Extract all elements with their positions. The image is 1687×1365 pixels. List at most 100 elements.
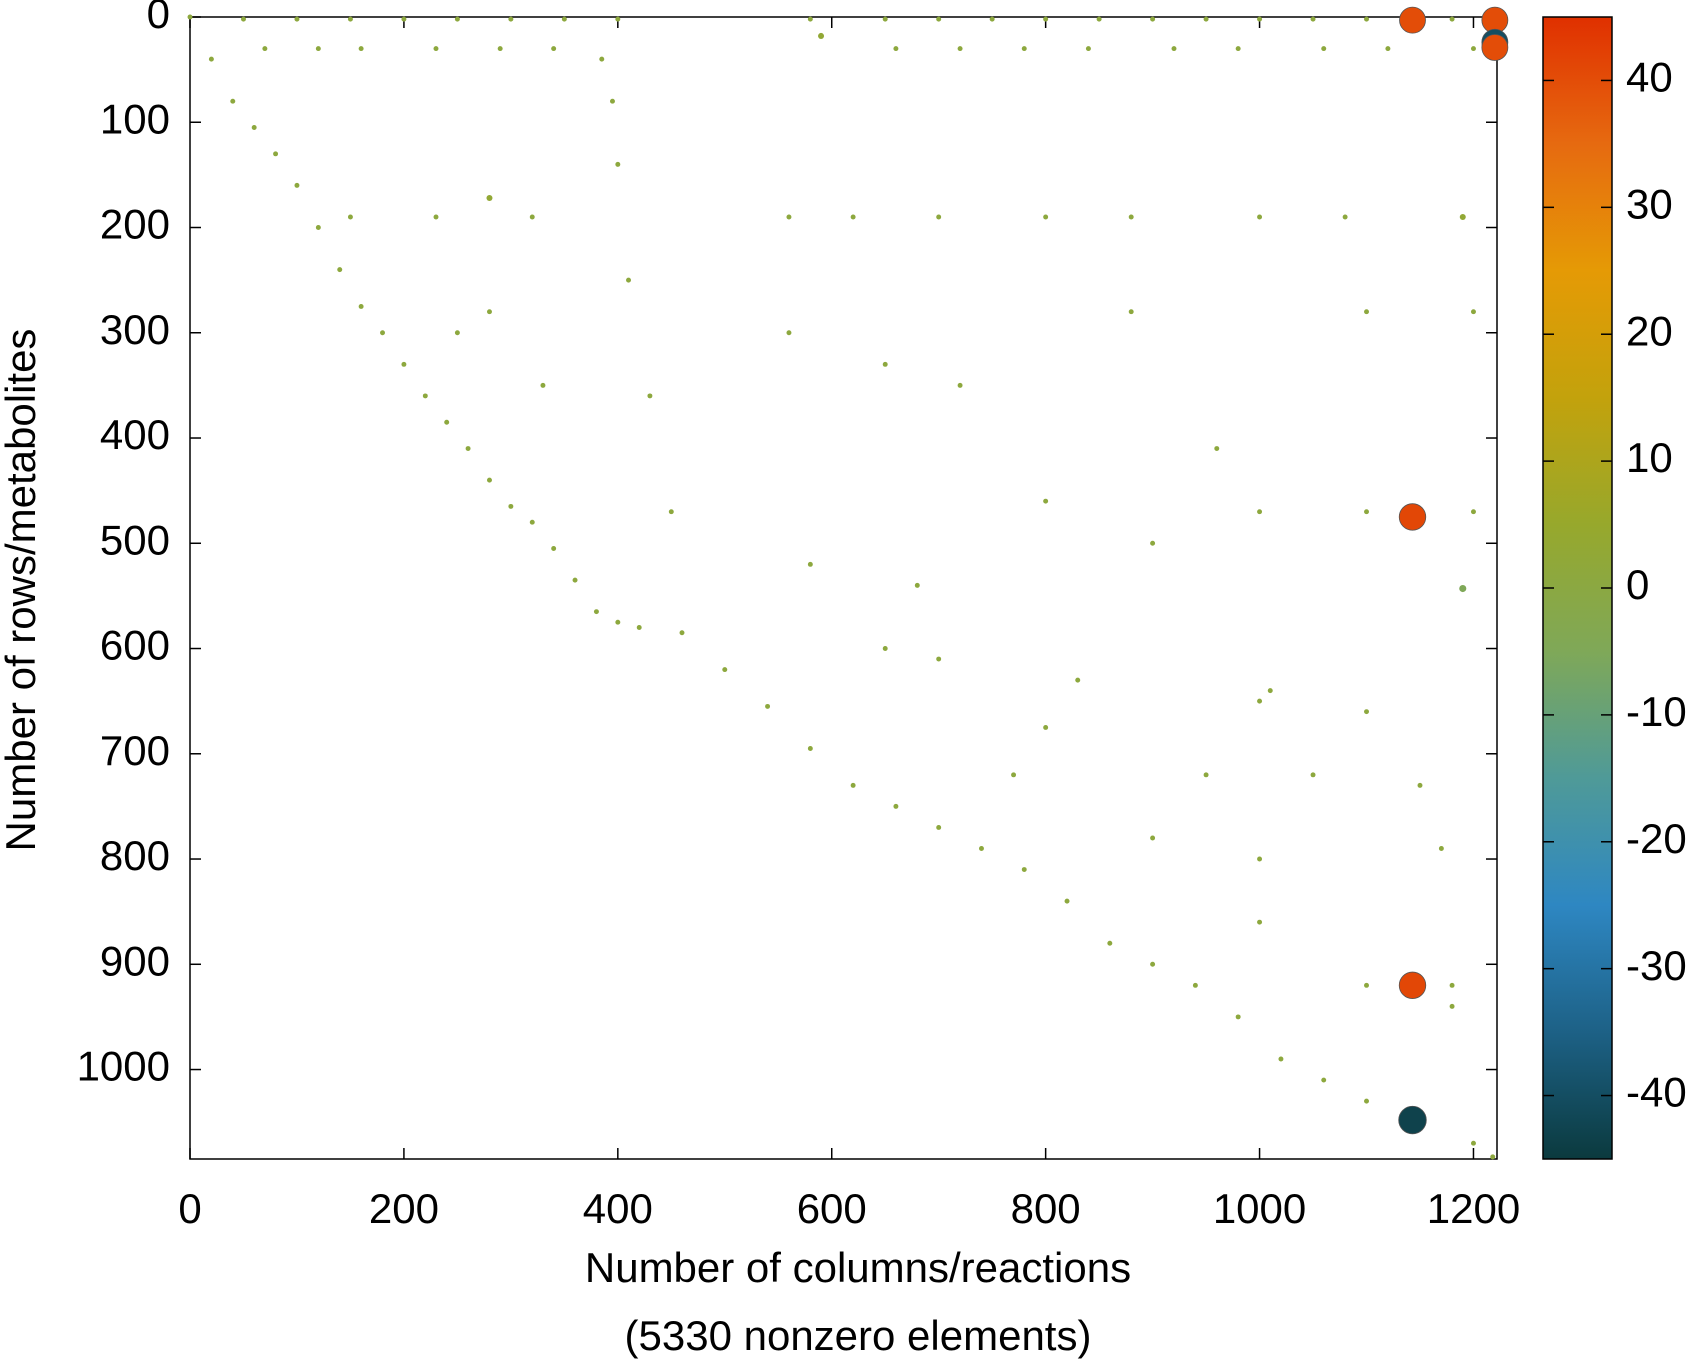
nonzero-element — [1364, 982, 1369, 988]
nonzero-element — [1267, 688, 1273, 694]
y-tick-label: 600 — [100, 622, 170, 669]
nonzero-element — [1064, 898, 1070, 904]
nonzero-element — [251, 125, 257, 130]
nonzero-element — [1459, 213, 1466, 220]
nonzero-element — [208, 56, 214, 62]
x-tick-label: 200 — [369, 1185, 439, 1232]
nonzero-element — [914, 582, 920, 588]
nonzero-element — [422, 393, 428, 399]
nonzero-element — [273, 151, 279, 157]
y-tick-label: 1000 — [77, 1043, 170, 1090]
nonzero-element — [508, 503, 514, 509]
nonzero-element — [1278, 1056, 1284, 1062]
plot-frame — [189, 16, 1498, 1160]
nonzero-element — [647, 393, 653, 399]
nonzero-element — [1021, 867, 1027, 873]
nonzero-element — [1438, 846, 1444, 851]
nonzero-element — [529, 214, 535, 220]
nonzero-element — [1043, 724, 1049, 730]
nonzero-element — [668, 509, 674, 515]
x-tick-label: 400 — [583, 1185, 653, 1232]
nonzero-element — [1364, 309, 1369, 315]
nonzero-element — [1203, 16, 1209, 22]
nonzero-element — [444, 419, 450, 425]
y-axis-label: Number of rows/metabolites — [0, 329, 44, 852]
nonzero-element — [1310, 772, 1316, 778]
nonzero-element — [486, 195, 493, 202]
nonzero-element — [187, 14, 193, 20]
x-axis-label: Number of columns/reactions — [585, 1244, 1131, 1291]
nonzero-element — [1364, 709, 1369, 715]
nonzero-element — [1257, 919, 1263, 925]
nonzero-element — [1417, 782, 1423, 788]
colorbar-tick-label: -20 — [1626, 815, 1687, 862]
nonzero-element — [936, 16, 942, 22]
nonzero-element — [454, 330, 460, 336]
nonzero-element — [1011, 772, 1017, 778]
colorbar-tick-label: -10 — [1626, 688, 1687, 735]
nonzero-element — [1150, 961, 1156, 967]
y-tick-label: 0 — [147, 0, 170, 37]
nonzero-element — [1364, 509, 1369, 515]
nonzero-element — [615, 161, 621, 167]
nonzero-element — [626, 277, 631, 283]
nonzero-element — [1214, 446, 1220, 452]
nonzero-element — [315, 46, 321, 52]
nonzero-element — [786, 330, 792, 336]
nonzero-element — [936, 214, 942, 220]
nonzero-element — [315, 225, 321, 230]
nonzero-element — [241, 16, 246, 22]
nonzero-element — [936, 824, 942, 830]
nonzero-element — [529, 519, 535, 525]
nonzero-element — [347, 214, 353, 220]
nonzero-element — [433, 214, 439, 220]
colorbar-tick-label: 20 — [1626, 307, 1673, 354]
nonzero-element — [882, 361, 888, 367]
nonzero-element — [454, 16, 460, 22]
nonzero-element — [572, 577, 578, 583]
nonzero-element — [1257, 856, 1263, 862]
nonzero-element — [401, 361, 407, 367]
nonzero-element — [1043, 214, 1049, 220]
nonzero-element — [551, 546, 557, 551]
nonzero-element — [893, 803, 899, 809]
nonzero-element — [1398, 1105, 1427, 1135]
nonzero-element — [358, 46, 364, 52]
nonzero-element — [807, 746, 813, 751]
nonzero-element — [1470, 1140, 1476, 1146]
y-tick-label: 700 — [100, 727, 170, 774]
nonzero-element — [1257, 698, 1263, 704]
nonzero-element — [294, 16, 300, 22]
nonzero-element — [1257, 16, 1263, 22]
nonzero-element — [487, 477, 492, 483]
nonzero-element — [508, 16, 514, 22]
nonzero-element — [1449, 982, 1455, 988]
nonzero-element — [561, 16, 567, 22]
x-axis-label: (5330 nonzero elements) — [625, 1312, 1092, 1359]
nonzero-element — [1398, 971, 1427, 1000]
nonzero-element — [1490, 1154, 1496, 1160]
nonzero-element — [1459, 584, 1467, 593]
nonzero-element — [786, 214, 792, 220]
nonzero-element — [1171, 46, 1177, 52]
nonzero-element — [1128, 214, 1134, 220]
nonzero-element — [1470, 46, 1476, 52]
nonzero-element — [882, 16, 888, 22]
nonzero-element — [1257, 509, 1263, 515]
nonzero-element — [636, 625, 642, 630]
colorbar-tick-label: 30 — [1626, 180, 1673, 227]
y-tick-label: 500 — [100, 516, 170, 563]
nonzero-element — [1342, 214, 1348, 220]
nonzero-element — [551, 46, 557, 52]
nonzero-element — [487, 309, 492, 315]
nonzero-element — [1321, 46, 1327, 52]
y-tick-label: 300 — [100, 306, 170, 353]
y-tick-label: 400 — [100, 411, 170, 458]
nonzero-element — [615, 619, 621, 625]
nonzero-element — [1150, 835, 1156, 841]
nonzero-element — [1364, 16, 1369, 22]
nonzero-element — [230, 98, 236, 104]
nonzero-element — [294, 182, 300, 188]
y-tick-label: 900 — [100, 937, 170, 984]
